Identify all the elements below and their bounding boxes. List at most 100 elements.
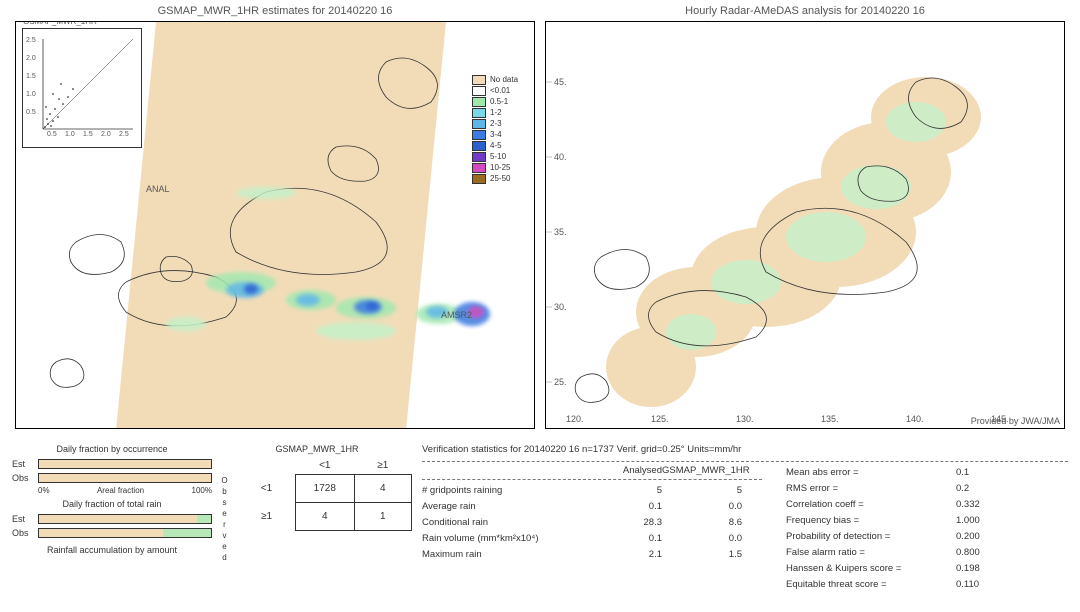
legend-swatch [472,130,486,140]
legend-swatch [472,97,486,107]
legend-label: 1-2 [486,108,502,117]
inset-ytick: 2.5 [26,37,36,44]
legend-swatch [472,141,486,151]
stats-row: Daily fraction by occurrence Est Obs 0%A… [0,440,1080,605]
score-row: RMS error =0.2 [786,480,1016,496]
ct-11: 1728 [296,474,355,502]
maps-row: GSMAP_MWR_1HR estimates for 20140220 16 [0,0,1080,440]
legend-label: <0.01 [486,86,510,95]
pct0: 0% [38,486,50,495]
scatter-inset: GSMAP_MWR_1HR 2.52.01.51.00. [22,28,142,148]
legend-row: 4-5 [472,140,530,151]
legend-swatch [472,152,486,162]
occ-obs-bar [38,473,212,483]
right-ytick: 25. [554,377,567,387]
legend-row: 0.5-1 [472,96,530,107]
legend-label: 25-50 [486,174,510,183]
score-row: False alarm ratio =0.800 [786,544,1016,560]
precip-blob [296,294,320,306]
verif-row-label: Average rain [422,501,582,512]
verif-gsmap-val: 0.0 [662,501,742,512]
root: GSMAP_MWR_1HR estimates for 20140220 16 [0,0,1080,612]
precip-blob [366,302,378,310]
verif-gsmap-val: 0.0 [662,533,742,544]
verif-table-2: Mean abs error =0.1 RMS error =0.2 Correla… [786,464,1016,592]
verif-row: Maximum rain2.11.5 [422,546,762,562]
right-map-svg [546,22,1065,429]
ct-col1: <1 [296,458,355,474]
ct-12: 4 [354,474,411,502]
legend-row: 2-3 [472,118,530,129]
score-row: Equitable threat score =0.110 [786,576,1016,592]
score-value: 0.1 [956,467,969,478]
score-value: 0.110 [956,579,979,590]
right-map-frame: 45.40.35.30.25. 120.125.130.135.140.145.… [545,21,1065,429]
right-ytick: 30. [554,302,567,312]
score-label: Mean abs error = [786,467,956,478]
legend-swatch [472,119,486,129]
legend-swatch [472,75,486,85]
verif-analysed-val: 28.3 [582,517,662,528]
legend-swatch [472,163,486,173]
score-label: RMS error = [786,483,956,494]
occ-block: Est Obs 0%Areal fraction100% [12,458,212,495]
precip-blob [244,284,258,294]
legend-swatch [472,174,486,184]
col-gsmap: GSMAP_MWR_1HR [662,465,742,476]
inset-xtick: 2.5 [119,131,129,138]
legend-swatch [472,108,486,118]
inset-ytick: 0.5 [26,109,36,116]
contingency-table: <1≥1 <117284 ≥141 [238,458,412,531]
total-block: Est Obs [12,513,212,539]
col-analysed: Analysed [582,465,662,476]
right-ytick: 45. [554,77,567,87]
legend-label: 5-10 [486,152,506,161]
legend-label: 0.5-1 [486,97,508,106]
score-value: 0.800 [956,547,980,558]
obs-label-2: Obs [12,528,38,538]
score-value: 0.200 [956,531,980,542]
right-xtick: 130. [736,414,754,424]
score-label: Probability of detection = [786,531,956,542]
verif-gsmap-val: 5 [662,485,742,496]
dash-line-1 [422,461,1068,462]
left-map-title: GSMAP_MWR_1HR estimates for 20140220 16 [15,5,535,19]
precip-blob [316,322,396,340]
score-row: Hanssen & Kuipers score =0.198 [786,560,1016,576]
left-map-wrap: GSMAP_MWR_1HR estimates for 20140220 16 [15,5,535,440]
verif-analysed-val: 0.1 [582,501,662,512]
legend-row: 5-10 [472,151,530,162]
verif-row-label: Conditional rain [422,517,582,528]
verif-analysed-val: 2.1 [582,549,662,560]
fraction-bars: Daily fraction by occurrence Est Obs 0%A… [12,444,212,605]
left-map-frame: GSMAP_MWR_1HR 2.52.01.51.00. [15,21,535,429]
verif-analysed-val: 0.1 [582,533,662,544]
observed-label: Observed [220,476,229,564]
right-xtick: 125. [651,414,669,424]
verif-row: Average rain0.10.0 [422,498,762,514]
legend-row: 25-50 [472,173,530,184]
score-label: Correlation coeff = [786,499,956,510]
score-label: Hanssen & Kuipers score = [786,563,956,574]
occ-title: Daily fraction by occurrence [12,444,212,454]
inset-xtick: 1.5 [83,131,93,138]
verif-table-1: AnalysedGSMAP_MWR_1HR # gridpoints raini… [422,464,762,592]
precip-blob [236,187,296,199]
legend-label: 10-25 [486,163,510,172]
right-xtick: 140. [906,414,924,424]
legend-row: <0.01 [472,85,530,96]
accum-title: Rainfall accumulation by amount [12,545,212,555]
legend-row: 10-25 [472,162,530,173]
right-xtick: 120. [566,414,584,424]
score-row: Probability of detection =0.200 [786,528,1016,544]
inset-title: GSMAP_MWR_1HR [23,21,97,26]
inset-ytick: 1.0 [26,91,36,98]
est-label: Est [12,459,38,469]
verif-row: Conditional rain28.38.6 [422,514,762,530]
tot-obs-bar [38,528,212,538]
score-row: Frequency bias =1.000 [786,512,1016,528]
scatter-points [44,83,74,128]
verif-row-label: Rain volume (mm*km²x10⁴) [422,533,582,544]
inset-xtick: 1.0 [65,131,75,138]
ct-col2: ≥1 [354,458,411,474]
